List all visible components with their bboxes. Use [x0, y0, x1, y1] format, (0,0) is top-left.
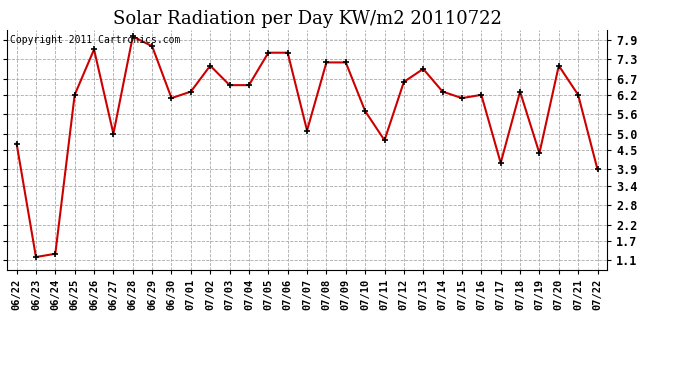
Text: Copyright 2011 Cartronics.com: Copyright 2011 Cartronics.com — [10, 35, 180, 45]
Title: Solar Radiation per Day KW/m2 20110722: Solar Radiation per Day KW/m2 20110722 — [112, 10, 502, 28]
